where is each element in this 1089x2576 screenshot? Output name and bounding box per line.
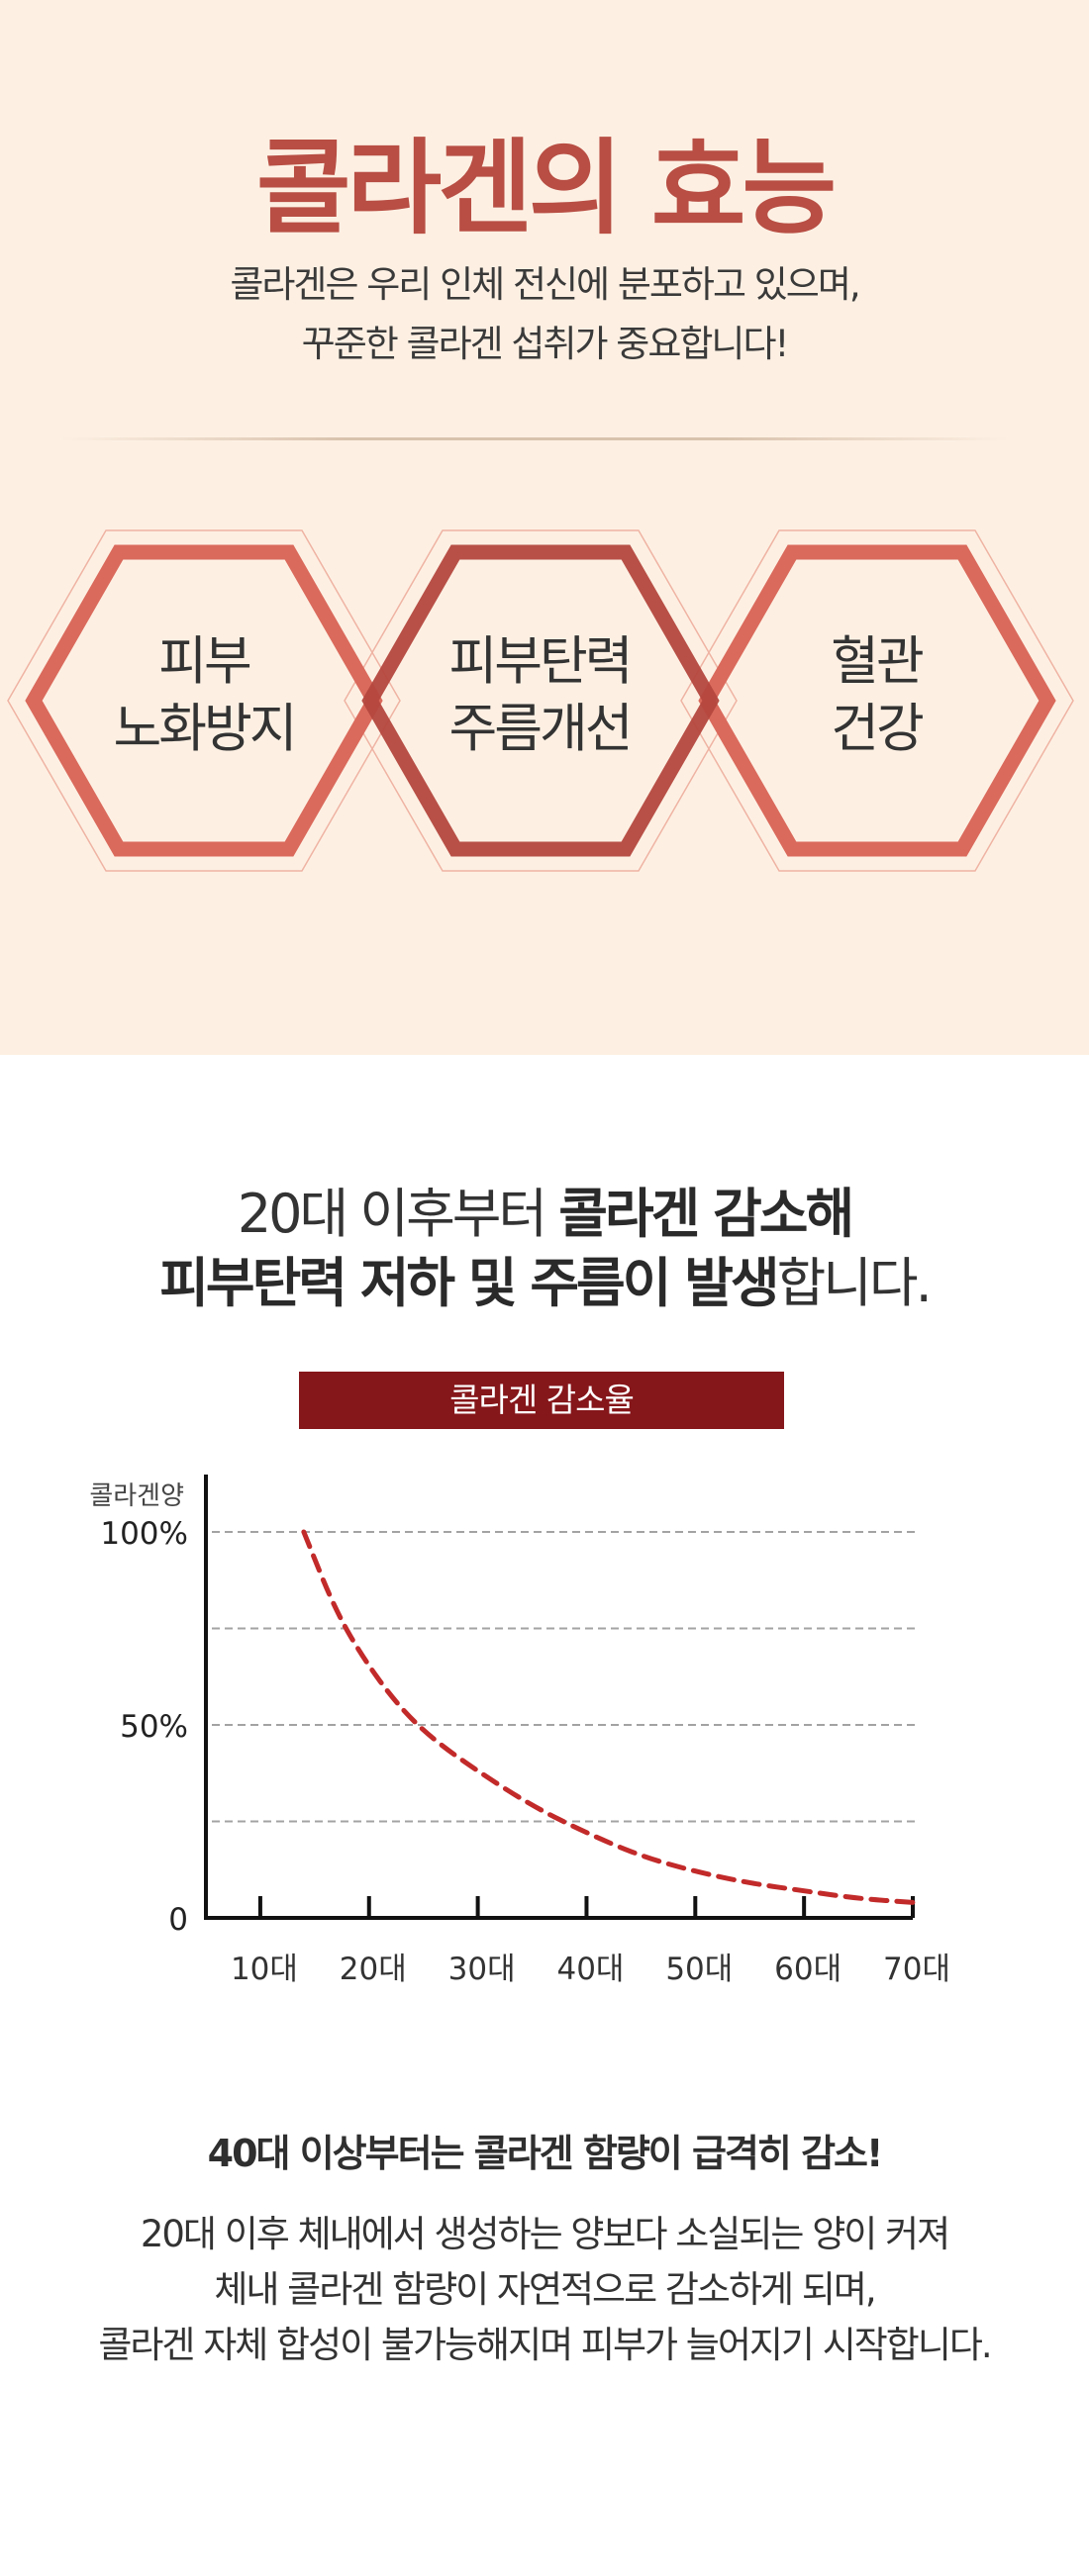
benefit-3-label-line-2: 건강	[831, 699, 925, 759]
headline-line-1: 20대 이후부터 콜라겐 감소해	[0, 1180, 1089, 1249]
headline-line-2-bold: 피부탄력 저하 및 주름이 발생	[159, 1252, 779, 1314]
gridlines	[212, 1531, 916, 1823]
hex-1-outline	[7, 529, 401, 872]
x-tick-label: 70대	[883, 1952, 950, 1987]
emphasis-headline: 40대 이상부터는 콜라겐 함량이 급격히 감소!	[182, 2126, 908, 2181]
subtitle-line-2: 꾸준한 콜라겐 섭취가 중요합니다!	[301, 323, 790, 365]
y-tick-label: 100%	[100, 1516, 188, 1552]
x-ticks: 10대 20대 30대 40대 50대 60대 70대	[231, 1896, 950, 1987]
page-title: 콜라겐의 효능	[255, 128, 837, 248]
benefits-section: 콜라겐의 효능 콜라겐은 우리 인체 전신에 분포하고 있으며, 꾸준한 콜라겐…	[0, 0, 1089, 1055]
emphasis-line-3: 콜라겐 자체 합성이 불가능해지며 피부가 늘어지기 시작합니다.	[98, 2324, 992, 2366]
benefit-1-label-line-1: 피부	[158, 631, 252, 692]
emphasis-wrap: 40대 이상부터는 콜라겐 함량이 급격히 감소!	[0, 2126, 1089, 2181]
benefit-2-label-line-1: 피부탄력	[448, 631, 633, 692]
collagen-series-line	[301, 1529, 916, 1905]
headline-line-2-normal: 합니다.	[776, 1252, 933, 1314]
x-tick-label: 30대	[448, 1952, 516, 1987]
benefit-hexagons	[7, 529, 1074, 872]
headline-line-1-bold: 콜라겐 감소해	[558, 1183, 854, 1245]
benefit-3-label-line-1: 혈관	[831, 631, 925, 692]
collagen-decline-chart: 콜라겐양 100% 50% 0 10대 20대 30대 40대 50대 60대 70대	[89, 1475, 950, 1987]
x-tick-label: 60대	[774, 1952, 842, 1987]
x-tick-label: 40대	[556, 1952, 624, 1987]
x-tick-label: 20대	[340, 1952, 407, 1987]
x-tick-label: 50대	[665, 1952, 733, 1987]
y-tick-label: 0	[168, 1902, 188, 1938]
series-layer	[301, 1529, 916, 1905]
emphasis-line-2: 체내 콜라겐 함량이 자연적으로 감소하게 되며,	[214, 2268, 876, 2311]
hex-outer-lines	[7, 529, 1074, 872]
y-tick-label: 50%	[120, 1709, 188, 1745]
hex-main-lines	[25, 544, 1056, 857]
y-axis-label: 콜라겐양	[89, 1481, 184, 1511]
hex-3-frame	[698, 544, 1056, 857]
chart-title: 콜라겐 감소율	[299, 1372, 784, 1429]
section-divider	[59, 437, 1010, 440]
hex-2-frame	[361, 544, 720, 857]
y-tick-labels: 100% 50% 0	[100, 1516, 188, 1938]
headline-line-2: 피부탄력 저하 및 주름이 발생합니다.	[0, 1249, 1089, 1318]
headline-line-1-normal: 20대 이후부터	[237, 1183, 559, 1245]
subtitle-line-1: 콜라겐은 우리 인체 전신에 분포하고 있으며,	[230, 263, 860, 306]
axes	[204, 1475, 913, 1920]
hex-3-outline	[680, 529, 1074, 872]
hex-2-outline	[344, 529, 738, 872]
benefit-1-label-line-2: 노화방지	[113, 699, 297, 759]
emphasis-line-1: 20대 이후 체내에서 생성하는 양보다 소실되는 양이 커져	[140, 2213, 950, 2255]
benefit-2-label-line-2: 주름개선	[448, 699, 633, 759]
x-tick-label: 10대	[231, 1952, 298, 1987]
